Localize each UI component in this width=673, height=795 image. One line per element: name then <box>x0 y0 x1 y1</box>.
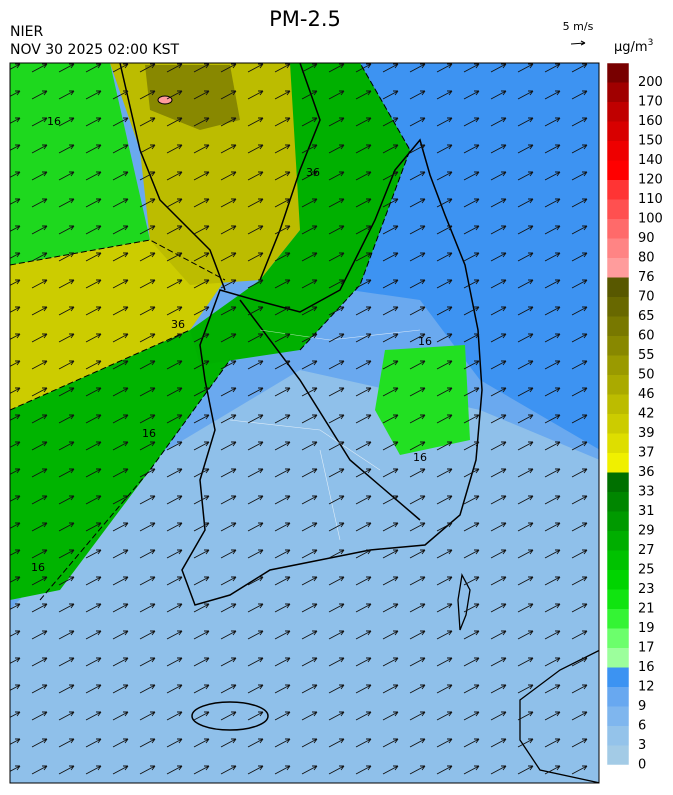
map: 16 36 36 16 16 16 16 <box>10 63 599 783</box>
unit: μg/m3 <box>614 38 653 55</box>
legend-label: 70 <box>638 290 655 305</box>
color-swatch <box>607 238 629 258</box>
legend-label: 200 <box>638 75 663 90</box>
color-swatch <box>607 141 629 161</box>
legend-label: 39 <box>638 426 655 441</box>
title: PM-2.5 <box>269 7 341 31</box>
map-frame <box>9 62 600 784</box>
colorbar: 0369121617192123252729313336373942465055… <box>606 62 663 773</box>
legend-label: 27 <box>638 543 655 558</box>
contour-label: 36 <box>306 166 320 179</box>
color-swatch <box>607 628 629 648</box>
colorbar-frame <box>606 62 630 766</box>
legend-label: 36 <box>638 465 655 480</box>
datetime: NOV 30 2025 02:00 KST <box>10 42 179 58</box>
color-swatch <box>607 160 629 180</box>
color-swatch <box>607 199 629 219</box>
legend-label: 170 <box>638 95 663 110</box>
color-swatch <box>607 121 629 141</box>
color-swatch <box>607 258 629 278</box>
color-swatch <box>607 316 629 336</box>
color-swatch <box>607 355 629 375</box>
color-swatch <box>607 589 629 609</box>
color-swatch <box>607 219 629 239</box>
legend-label: 3 <box>638 738 646 753</box>
legend-label: 25 <box>638 563 655 578</box>
color-swatch <box>607 277 629 297</box>
contour-labels: 16 36 36 16 16 16 16 <box>31 115 432 574</box>
legend-label: 16 <box>638 660 655 675</box>
legend-label: 19 <box>638 621 655 636</box>
contour-label: 16 <box>31 561 45 574</box>
color-swatch <box>607 726 629 746</box>
contour-label: 36 <box>171 318 185 331</box>
legend-label: 33 <box>638 485 655 500</box>
legend-label: 37 <box>638 446 655 461</box>
color-swatch <box>607 102 629 122</box>
agency: NIER <box>10 24 43 40</box>
color-swatch <box>607 453 629 473</box>
color-swatch <box>607 687 629 707</box>
legend-label: 50 <box>638 368 655 383</box>
wind-scale-arrow <box>570 40 586 46</box>
color-swatch <box>607 375 629 395</box>
color-swatch <box>607 609 629 629</box>
legend-label: 12 <box>638 680 655 695</box>
legend-label: 76 <box>638 270 655 285</box>
unit-exponent: 3 <box>648 38 654 48</box>
color-swatch <box>607 336 629 356</box>
color-swatch <box>607 706 629 726</box>
legend-label: 6 <box>638 719 646 734</box>
legend-label: 90 <box>638 231 655 246</box>
color-swatch <box>607 394 629 414</box>
legend-label: 65 <box>638 309 655 324</box>
legend-label: 150 <box>638 134 663 149</box>
color-swatch <box>607 472 629 492</box>
color-swatch <box>607 648 629 668</box>
legend-label: 23 <box>638 582 655 597</box>
wind-vectors <box>10 63 599 783</box>
legend-label: 9 <box>638 699 646 714</box>
legend-label: 21 <box>638 602 655 617</box>
legend-label: 55 <box>638 348 655 363</box>
color-swatch <box>607 745 629 765</box>
color-swatch <box>607 492 629 512</box>
unit-base: μg/m <box>614 40 648 55</box>
legend-label: 60 <box>638 329 655 344</box>
legend-label: 17 <box>638 641 655 656</box>
color-swatch <box>607 570 629 590</box>
color-swatch <box>607 180 629 200</box>
color-swatch <box>607 82 629 102</box>
color-swatch <box>607 667 629 687</box>
wind-scale-label: 5 m/s <box>563 20 594 33</box>
legend-label: 0 <box>638 758 646 773</box>
legend-label: 160 <box>638 114 663 129</box>
contour-label: 16 <box>418 335 432 348</box>
contour-label: 16 <box>47 115 61 128</box>
contour-label: 16 <box>142 427 156 440</box>
legend-label: 120 <box>638 173 663 188</box>
legend-label: 42 <box>638 407 655 422</box>
legend-label: 46 <box>638 387 655 402</box>
color-swatch <box>607 511 629 531</box>
color-swatch <box>607 531 629 551</box>
legend-label: 31 <box>638 504 655 519</box>
color-swatch <box>607 550 629 570</box>
color-swatch <box>607 297 629 317</box>
legend-label: 80 <box>638 251 655 266</box>
color-swatch <box>607 414 629 434</box>
legend-label: 100 <box>638 212 663 227</box>
legend-label: 110 <box>638 192 663 207</box>
legend-label: 29 <box>638 524 655 539</box>
contour-label: 16 <box>413 451 427 464</box>
color-swatch <box>607 63 629 83</box>
legend-label: 140 <box>638 153 663 168</box>
color-swatch <box>607 433 629 453</box>
